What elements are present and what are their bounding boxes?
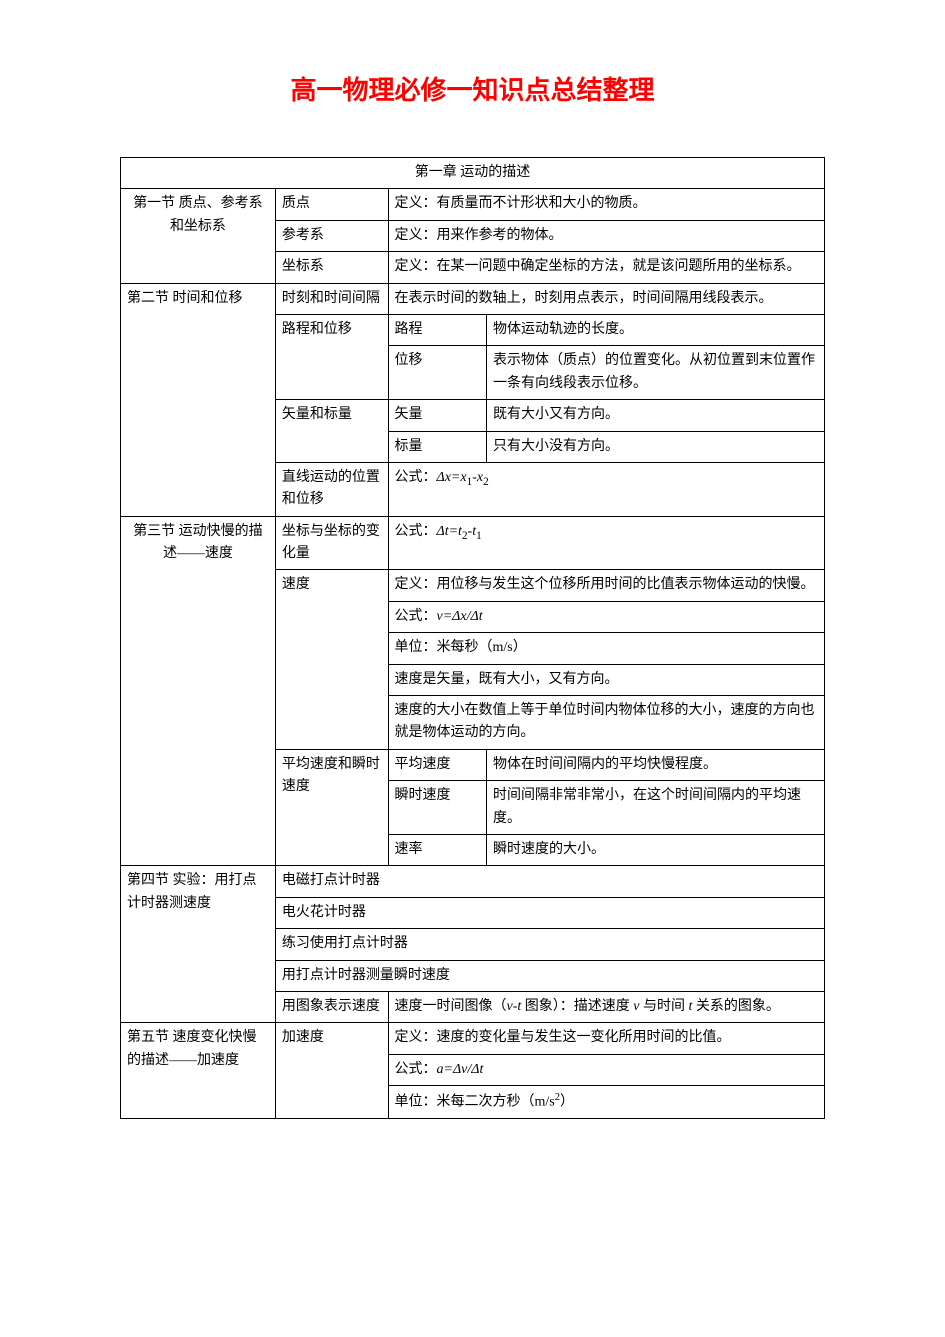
s2-r3-def2: 只有大小没有方向。	[487, 431, 825, 462]
section5-name: 第五节 速度变化快慢的描述——加速度	[121, 1023, 276, 1119]
s4-r2: 电火花计时器	[275, 897, 824, 928]
s4-r5-term: 用图象表示速度	[275, 991, 388, 1022]
s3-r3-def3: 瞬时速度的大小。	[487, 834, 825, 865]
s2-r2-term: 路程和位移	[275, 314, 388, 399]
s3-r2-def1: 定义：用位移与发生这个位移所用时间的比值表示物体运动的快慢。	[388, 570, 825, 601]
s5-r1-term: 加速度	[275, 1023, 388, 1119]
s3-r3-term: 平均速度和瞬时速度	[275, 749, 388, 866]
s2-r1-term: 时刻和时间间隔	[275, 283, 388, 314]
s2-r4-def: 公式：Δx=x1-x2	[388, 462, 825, 516]
s5-r1-def1: 定义：速度的变化量与发生这一变化所用时间的比值。	[388, 1023, 825, 1054]
s3-r3-def2: 时间间隔非常非常小，在这个时间间隔内的平均速度。	[487, 781, 825, 835]
s2-r2-sub1: 路程	[388, 314, 487, 345]
s3-r3-sub3: 速率	[388, 834, 487, 865]
s1-r1-term: 质点	[275, 189, 388, 220]
s2-r1-def: 在表示时间的数轴上，时刻用点表示，时间间隔用线段表示。	[388, 283, 825, 314]
s2-r4-term: 直线运动的位置和位移	[275, 462, 388, 516]
s2-r2-sub2: 位移	[388, 346, 487, 400]
s5-r1-def3: 单位：米每二次方秒（m/s2）	[388, 1086, 825, 1119]
s2-r2-def2: 表示物体（质点）的位置变化。从初位置到末位置作一条有向线段表示位移。	[487, 346, 825, 400]
s1-r3-term: 坐标系	[275, 252, 388, 283]
s3-r3-sub1: 平均速度	[388, 749, 487, 780]
s3-r2-term: 速度	[275, 570, 388, 749]
s2-r3-term: 矢量和标量	[275, 400, 388, 463]
s4-r5-def: 速度一时间图像（v-t 图象）：描述速度 v 与时间 t 关系的图象。	[388, 991, 825, 1022]
s2-r3-sub1: 矢量	[388, 400, 487, 431]
s3-r1-term: 坐标与坐标的变化量	[275, 516, 388, 570]
s5-r1-def2: 公式：a=Δv/Δt	[388, 1054, 825, 1085]
s2-r3-sub2: 标量	[388, 431, 487, 462]
s1-r2-def: 定义：用来作参考的物体。	[388, 220, 825, 251]
section1-name: 第一节 质点、参考系和坐标系	[121, 189, 276, 283]
s3-r3-sub2: 瞬时速度	[388, 781, 487, 835]
s3-r2-def5: 速度的大小在数值上等于单位时间内物体位移的大小，速度的方向也就是物体运动的方向。	[388, 696, 825, 750]
s1-r2-term: 参考系	[275, 220, 388, 251]
content-table: 第一章 运动的描述 第一节 质点、参考系和坐标系 质点 定义：有质量而不计形状和…	[120, 157, 825, 1119]
s4-r1: 电磁打点计时器	[275, 866, 824, 897]
section2-name: 第二节 时间和位移	[121, 283, 276, 516]
section3-name: 第三节 运动快慢的描述——速度	[121, 516, 276, 866]
page-title: 高一物理必修一知识点总结整理	[120, 70, 825, 107]
s1-r3-def: 定义：在某一问题中确定坐标的方法，就是该问题所用的坐标系。	[388, 252, 825, 283]
section4-name: 第四节 实验：用打点计时器测速度	[121, 866, 276, 1023]
s1-r1-def: 定义：有质量而不计形状和大小的物质。	[388, 189, 825, 220]
s2-r2-def1: 物体运动轨迹的长度。	[487, 314, 825, 345]
s4-r4: 用打点计时器测量瞬时速度	[275, 960, 824, 991]
chapter-header: 第一章 运动的描述	[121, 158, 825, 189]
s4-r3: 练习使用打点计时器	[275, 929, 824, 960]
s3-r1-def: 公式：Δt=t2-t1	[388, 516, 825, 570]
s3-r2-def4: 速度是矢量，既有大小，又有方向。	[388, 664, 825, 695]
s3-r2-def2: 公式：v=Δx/Δt	[388, 601, 825, 632]
s3-r3-def1: 物体在时间间隔内的平均快慢程度。	[487, 749, 825, 780]
s2-r3-def1: 既有大小又有方向。	[487, 400, 825, 431]
s3-r2-def3: 单位：米每秒（m/s）	[388, 633, 825, 664]
